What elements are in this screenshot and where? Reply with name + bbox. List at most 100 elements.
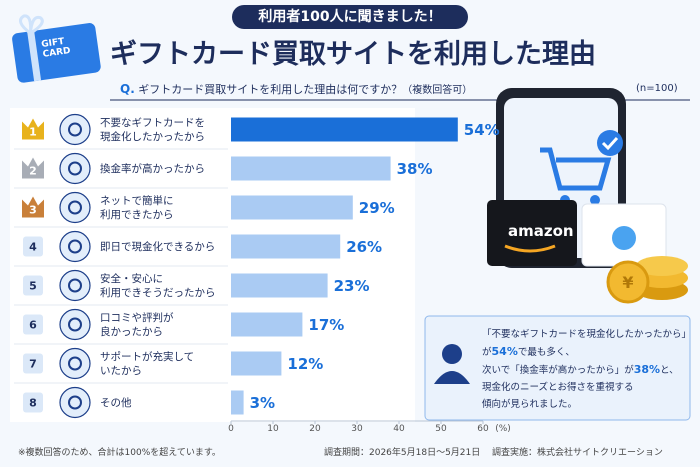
value-label: 12% [287,354,324,373]
reason-icon-glyph [68,122,82,137]
category-label: 安全・安心に 利用できそうだったから [100,272,216,299]
reason-icon [59,113,91,146]
x-tick-label: 60 [477,424,489,434]
person-head [442,344,462,364]
check-badge [597,130,623,156]
rank: 1 [29,125,37,138]
chart-title: ギフトカード買取サイトを利用した理由 [110,39,596,70]
rank: 7 [29,357,37,370]
conductor: 調査実施：株式会社サイトクリエーション [492,448,663,458]
callout-text-segment: 傾向が見られました。 [482,399,578,410]
badge: 利用者100人に聞きました！ [258,9,442,25]
reason-icon-glyph [68,395,82,410]
period: 調査期間：2026年5月18日〜5月21日 [324,448,481,458]
cart-icon [540,147,612,191]
rank: 4 [29,240,37,253]
callout-text: 「不要なギフトカードを現金化したかったから」 が54%で最も多く、 次いで「換金率が… [482,326,691,413]
brand: amazon [508,222,574,240]
reason-icon-glyph [68,200,82,215]
reason-icon-glyph [68,161,82,176]
reason-icon-glyph [68,317,82,332]
reason-icon [59,230,91,263]
reason-icon [59,308,91,341]
rank: 6 [29,318,37,331]
category-label: ネットで簡単に 利用できたから [100,194,174,221]
rank-box [23,392,43,413]
apple-logo [612,226,636,250]
rank: 5 [29,279,37,292]
gift-card-text: GIFT CARD [41,36,71,60]
x-unit: (%) [495,424,511,434]
rank-box [23,236,43,257]
category-label: 口コミや評判が 良かったから [100,311,174,338]
value-label: 3% [249,393,276,412]
callout-line: 傾向が見られました。 [482,396,691,413]
bar [231,390,244,415]
callout-emphasis: 54% [491,345,518,358]
value-label: 38% [396,159,433,178]
category-label: 即日で現金化できるから [100,240,216,253]
x-tick-label: 40 [393,424,405,434]
callout-line: が54%で最も多く、 [482,343,691,361]
callout-text-segment: が [482,347,492,358]
check-mark [601,136,619,151]
value-label: 23% [333,276,370,295]
callout-emphasis: 38% [633,363,661,376]
bar [231,234,341,259]
badge-bg [232,5,468,29]
rank-box [23,275,43,296]
rank-box [23,314,43,335]
category-label: その他 [100,396,132,409]
bar [231,312,303,337]
sample-size: (n=100) [636,83,678,94]
x-tick-label: 0 [228,424,234,434]
coins: ¥ [606,256,688,304]
amazon-card [487,200,577,266]
person-body [434,371,470,384]
rank-crown [22,118,44,140]
callout-text-segment: と、 [660,365,679,376]
category-label: サポートが充実して いたから [100,350,195,377]
rank: 2 [29,164,37,177]
callout-box [424,315,691,421]
svg-text:¥: ¥ [622,273,633,292]
amazon-smile [504,244,556,253]
callout-text-segment: 現金化のニーズとお得さを重視する [482,382,634,393]
reason-icon-glyph [68,239,82,254]
x-tick-label: 30 [351,424,363,434]
value-label: 17% [308,315,345,334]
rank: 8 [29,396,37,409]
x-tick-label: 20 [309,424,321,434]
question-row: Q. ギフトカード買取サイトを利用した理由は何ですか？（複数回答可） [120,81,472,97]
callout-line: 「不要なギフトカードを現金化したかったから」 [482,326,691,343]
callout-line: 現金化のニーズとお得さを重視する [482,379,691,396]
reason-icon [59,347,91,380]
bar [231,156,391,181]
question-prefix: Q. [120,82,135,96]
callout-text-segment: で最も多く、 [517,347,575,358]
callout-text-segment: 「不要なギフトカードを現金化したかったから」 [482,329,692,340]
category-label: 不要なギフトカードを 現金化したかったから [100,116,205,143]
category-label: 換金率が高かったから [100,162,205,175]
rank-box [23,353,43,374]
reason-icon-glyph [68,278,82,293]
callout-text-segment: 次いで「換金率が高かったから」が [482,365,634,376]
x-tick-label: 10 [267,424,279,434]
rank-crown [22,196,44,218]
question-note: （複数回答可） [402,85,473,96]
bar [231,117,458,142]
rank: 3 [29,203,37,216]
value-label: 54% [463,120,500,139]
bar [231,351,282,376]
reason-icon-glyph [68,356,82,371]
value-label: 26% [346,237,383,256]
reason-icon [59,386,91,419]
x-tick-label: 50 [435,424,447,434]
question: ギフトカード買取サイトを利用した理由は何ですか？ [138,83,403,96]
footnote: ※複数回答のため、合計は100%を超えています。 [18,448,221,458]
bar [231,273,328,298]
bar [231,195,353,220]
value-label: 29% [358,198,395,217]
